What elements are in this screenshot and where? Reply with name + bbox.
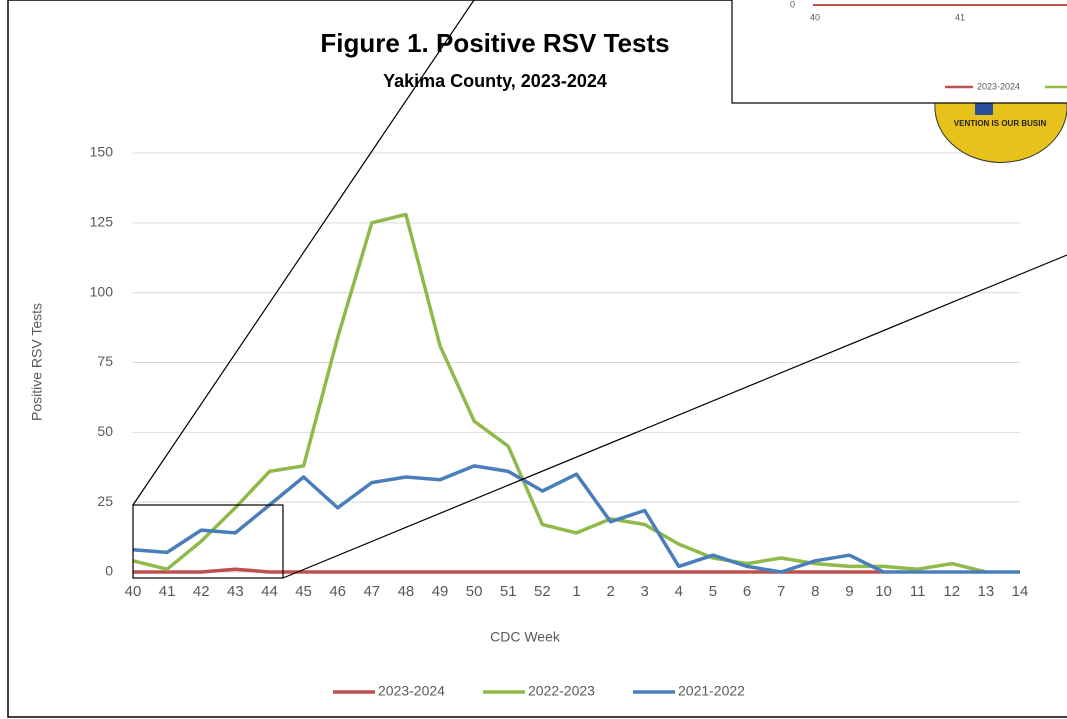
logo-shape — [934, 102, 1067, 163]
series-line — [132, 212, 987, 574]
inset: 0 40 41 2023-2024 — [731, 0, 1067, 104]
y-tick-label: 0 — [105, 563, 113, 579]
x-tick-label: 49 — [432, 583, 449, 600]
zoom-line — [132, 0, 475, 506]
x-axis-label: CDC Week — [490, 629, 561, 645]
inset-x-tick: 40 — [810, 12, 820, 22]
y-tick-label: 100 — [90, 283, 114, 299]
y-tick-label: 125 — [90, 214, 114, 230]
series-line — [132, 464, 1020, 574]
x-tick-label: 48 — [398, 583, 415, 600]
x-tick-label: 13 — [978, 583, 995, 600]
chart-title: Figure 1. Positive RSV Tests — [320, 28, 669, 58]
inset-y-tick: 0 — [790, 0, 795, 9]
x-tick-label: 8 — [811, 583, 819, 600]
x-tick-label: 9 — [845, 583, 853, 600]
x-tick-label: 42 — [193, 583, 210, 600]
x-tick-label: 7 — [777, 583, 785, 600]
x-tick-label: 14 — [1012, 583, 1029, 600]
x-tick-label: 11 — [910, 583, 926, 600]
x-tick-label: 41 — [159, 583, 176, 600]
x-tick-label: 3 — [641, 583, 649, 600]
x-tick-label: 47 — [363, 583, 380, 600]
series-line — [133, 567, 884, 574]
frame — [7, 0, 1067, 718]
inset-frame — [731, 0, 1067, 104]
y-tick-label: 50 — [97, 423, 113, 439]
x-tick-label: 50 — [466, 583, 483, 600]
x-tick-label: 2 — [606, 583, 614, 600]
legend-label: 2023-2024 — [378, 683, 445, 699]
inset-legend-label: 2023-2024 — [977, 81, 1020, 91]
x-tick-label: 12 — [943, 583, 960, 600]
x-tick-label: 51 — [500, 583, 517, 600]
chart-subtitle: Yakima County, 2023-2024 — [383, 71, 607, 91]
x-tick-label: 46 — [329, 583, 346, 600]
x-tick-label: 45 — [295, 583, 312, 600]
x-tick-label: 40 — [125, 583, 142, 600]
legend-label: 2022-2023 — [528, 683, 595, 699]
logo-shape — [975, 103, 993, 115]
logo-text: VENTION IS OUR BUSIN — [954, 119, 1047, 128]
inset-x-tick: 41 — [955, 12, 965, 22]
zoom-line — [282, 254, 1067, 579]
x-tick-label: 44 — [261, 583, 278, 600]
x-tick-label: 43 — [227, 583, 244, 600]
legend-label: 2021-2022 — [678, 683, 745, 699]
zoom-box — [132, 504, 284, 579]
x-tick-label: 4 — [675, 583, 683, 600]
x-tick-label: 10 — [875, 583, 892, 600]
logo: VENTION IS OUR BUSIN — [934, 102, 1067, 163]
y-axis-label: Positive RSV Tests — [29, 303, 45, 421]
x-tick-label: 1 — [572, 583, 580, 600]
x-tick-label: 5 — [709, 583, 717, 600]
x-tick-label: 52 — [534, 583, 551, 600]
y-tick-label: 25 — [97, 493, 113, 509]
y-tick-label: 150 — [90, 144, 114, 160]
y-tick-label: 75 — [97, 353, 113, 369]
x-tick-label: 6 — [743, 583, 751, 600]
